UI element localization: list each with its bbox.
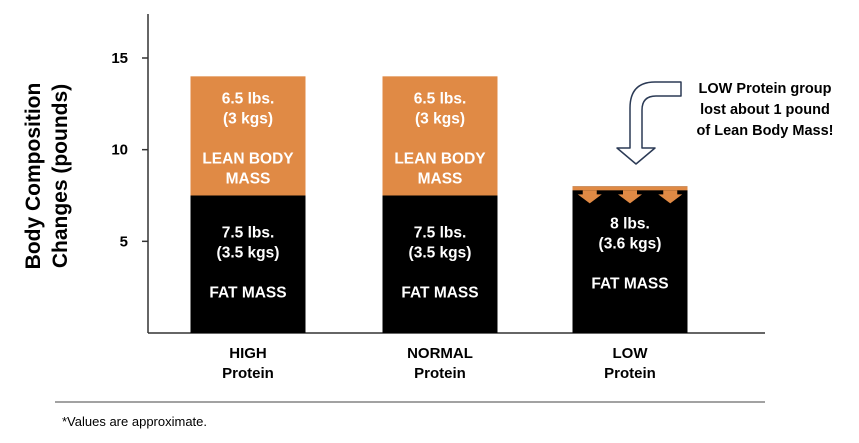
loss-marker-arrow — [618, 190, 642, 204]
category-label: Protein — [604, 365, 656, 382]
lean-segment-label: 6.5 lbs. — [414, 90, 467, 107]
category-label: HIGH — [229, 345, 267, 362]
y-axis-ticks: 5 10 15 — [111, 50, 148, 250]
category-label: Protein — [414, 365, 466, 382]
fat-segment-label: 8 lbs. — [610, 215, 650, 232]
lean-segment-label: (3 kgs) — [223, 110, 273, 127]
fat-segment-label: FAT MASS — [401, 285, 478, 302]
annotation: LOW Protein group lost about 1 pound of Le… — [616, 81, 834, 165]
lean-segment-label: LEAN BODY — [394, 150, 486, 167]
loss-marker-band — [572, 186, 688, 191]
category-label: LOW — [613, 345, 649, 362]
fat-segment-label: (3.5 kgs) — [217, 245, 280, 262]
fat-segment — [190, 195, 306, 333]
fat-segment — [572, 186, 688, 333]
category-label: NORMAL — [407, 345, 473, 362]
fat-segment-label: FAT MASS — [591, 275, 668, 292]
category-labels: HIGH Protein NORMAL Protein LOW Protein — [222, 345, 656, 382]
y-tick-label: 15 — [111, 50, 128, 67]
loss-marker-arrow — [658, 190, 683, 204]
y-tick-label: 5 — [120, 233, 128, 250]
annotation-text-line: lost about 1 pound — [700, 102, 830, 118]
bars: 7.5 lbs. (3.5 kgs) FAT MASS 6.5 lbs. (3 kgs)… — [190, 76, 688, 333]
annotation-arrow — [616, 81, 682, 165]
y-axis-title: Body Composition Changes (pounds) — [22, 83, 72, 270]
annotation-text-line: LOW Protein group — [699, 81, 832, 97]
fat-segment-label: FAT MASS — [209, 285, 286, 302]
lean-segment-label: MASS — [418, 170, 463, 187]
fat-segment-label: 7.5 lbs. — [414, 225, 467, 242]
lean-segment — [190, 76, 306, 196]
fat-segment-label: 7.5 lbs. — [222, 225, 275, 242]
footnote: *Values are approximate. — [62, 414, 207, 429]
loss-marker-arrow — [577, 190, 602, 204]
fat-segment — [382, 195, 498, 333]
lean-segment-label: MASS — [226, 170, 271, 187]
lean-segment-label: LEAN BODY — [202, 150, 294, 167]
y-tick-label: 10 — [111, 142, 128, 159]
y-axis-title-line: Changes (pounds) — [49, 84, 72, 268]
annotation-text-line: of Lean Body Mass! — [697, 123, 834, 139]
fat-segment-label: (3.5 kgs) — [409, 245, 472, 262]
fat-segment-label: (3.6 kgs) — [599, 235, 662, 252]
lean-segment-label: 6.5 lbs. — [222, 90, 275, 107]
y-axis-title-line: Body Composition — [22, 83, 45, 270]
lean-segment-label: (3 kgs) — [415, 110, 465, 127]
lean-segment — [382, 76, 498, 196]
category-label: Protein — [222, 365, 274, 382]
